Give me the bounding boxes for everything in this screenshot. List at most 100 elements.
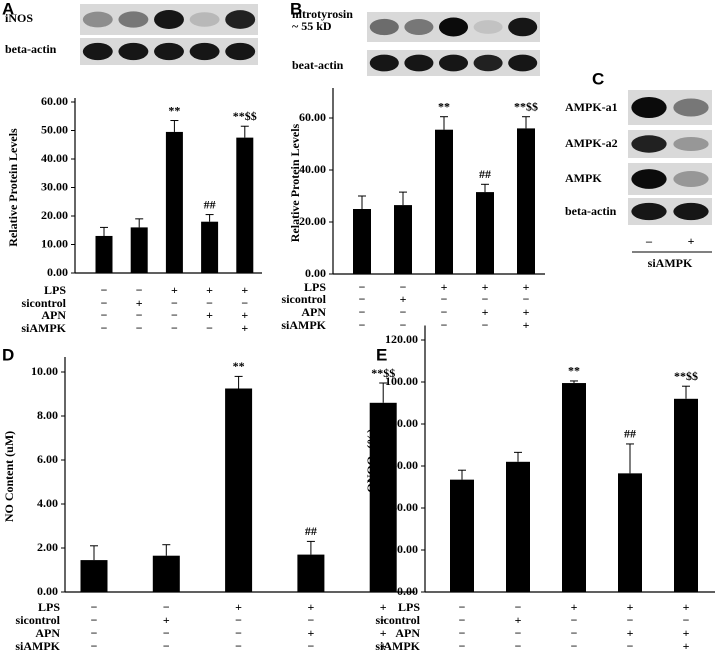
y-tick-label: 80.00 <box>391 416 418 430</box>
condition-sign: − <box>163 639 170 653</box>
blot-band <box>508 54 538 72</box>
bar <box>165 131 183 273</box>
condition-sign: − <box>459 626 466 640</box>
blot-band <box>473 20 503 34</box>
panel-label: E <box>376 345 387 364</box>
bar-annotation: ## <box>479 167 491 181</box>
bar-annotation: **$$ <box>371 366 395 380</box>
blot-label: AMPK-a2 <box>565 136 618 150</box>
y-tick-label: 60.00 <box>41 94 68 108</box>
group-label: siAMPK <box>648 256 693 270</box>
bar <box>225 388 253 592</box>
condition-sign: + <box>241 308 248 322</box>
condition-sign: + <box>683 626 690 640</box>
bar-annotation: **$$ <box>233 109 257 123</box>
condition-sign: + <box>523 318 530 332</box>
condition-sign: − <box>171 321 178 335</box>
condition-sign: − <box>136 308 143 322</box>
condition-name: sicontrol <box>22 296 67 310</box>
condition-sign: − <box>206 296 213 310</box>
condition-sign: − <box>359 292 366 306</box>
condition-sign: + <box>683 639 690 653</box>
blot-band <box>82 11 113 28</box>
condition-name: siAMPK <box>15 639 60 653</box>
blot-band <box>225 10 256 29</box>
condition-sign: + <box>380 639 387 653</box>
condition-sign: − <box>91 626 98 640</box>
y-tick-label: 4.00 <box>37 496 58 510</box>
condition-sign: + <box>523 305 530 319</box>
y-tick-label: 2.00 <box>37 540 58 554</box>
condition-sign: − <box>359 280 366 294</box>
blot-label: nitrotyrosin <box>292 7 353 21</box>
condition-sign: − <box>136 283 143 297</box>
blot-band <box>82 42 113 61</box>
y-axis-label: Relative Protein Levels <box>288 123 302 242</box>
condition-name: sicontrol <box>16 613 61 627</box>
condition-sign: + <box>163 613 170 627</box>
bar <box>95 235 113 273</box>
condition-sign: + <box>241 321 248 335</box>
condition-sign: − <box>627 613 634 627</box>
bar <box>506 461 530 592</box>
y-tick-label: 40.00 <box>391 500 418 514</box>
blot-band <box>404 19 434 35</box>
condition-sign: − <box>515 600 522 614</box>
blot-label: beta-actin <box>565 204 617 218</box>
condition-sign: − <box>101 308 108 322</box>
bar-annotation: ** <box>168 103 180 117</box>
bar <box>353 209 371 274</box>
bar <box>517 128 535 274</box>
blot-label: beat-actin <box>292 58 344 72</box>
bar <box>152 555 180 592</box>
condition-name: siAMPK <box>21 321 66 335</box>
y-axis-label: NO Content (uM) <box>2 431 16 522</box>
condition-sign: − <box>101 321 108 335</box>
blot-band <box>673 202 709 221</box>
blot-label: AMPK <box>565 171 602 185</box>
bar-annotation: **$$ <box>514 99 538 113</box>
blot-band <box>631 96 667 119</box>
y-tick-label: 40.00 <box>299 162 326 176</box>
y-tick-label: 100.00 <box>385 374 418 388</box>
condition-sign: − <box>515 626 522 640</box>
blot-band <box>225 42 256 61</box>
condition-sign: + <box>307 626 314 640</box>
bar <box>674 398 698 592</box>
condition-sign: + <box>400 292 407 306</box>
condition-sign: − <box>171 308 178 322</box>
condition-sign: − <box>206 321 213 335</box>
bar <box>394 205 412 274</box>
condition-sign: + <box>206 283 213 297</box>
condition-sign: + <box>441 280 448 294</box>
y-tick-label: 0.00 <box>37 584 58 598</box>
condition-name: LPS <box>304 280 326 294</box>
bar <box>130 227 148 273</box>
y-tick-label: 30.00 <box>41 179 68 193</box>
condition-name: APN <box>301 305 326 319</box>
condition-sign: − <box>163 626 170 640</box>
condition-sign: + <box>571 600 578 614</box>
blot-label: iNOS <box>5 11 33 25</box>
y-tick-label: 20.00 <box>41 208 68 222</box>
condition-sign: + <box>482 280 489 294</box>
y-tick-label: 60.00 <box>391 458 418 472</box>
condition-sign: − <box>235 613 242 627</box>
condition-sign: − <box>482 292 489 306</box>
condition-sign: + <box>206 308 213 322</box>
lane-label: + <box>688 234 695 248</box>
bar <box>236 137 254 273</box>
blot-band <box>438 54 469 72</box>
blot-band <box>508 17 538 37</box>
blot-band <box>473 54 503 72</box>
blot-band <box>673 171 709 187</box>
condition-sign: + <box>136 296 143 310</box>
bar <box>435 129 453 274</box>
panel-label: C <box>592 69 604 88</box>
condition-sign: − <box>171 296 178 310</box>
blot-band <box>154 42 184 61</box>
y-axis-label: ONOO- (%) <box>364 429 378 493</box>
blot-band <box>189 42 220 61</box>
condition-name: APN <box>395 626 420 640</box>
